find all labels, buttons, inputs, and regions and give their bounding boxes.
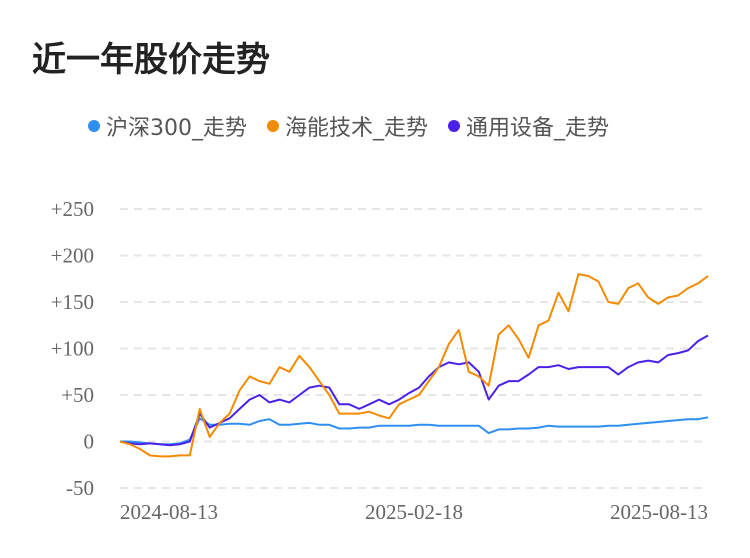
y-tick-label: +200: [51, 244, 94, 268]
y-tick-label: +150: [51, 290, 94, 314]
legend-label-1: 海能技术_走势: [285, 116, 429, 141]
legend-marker-1: [267, 120, 279, 132]
y-tick-label: +100: [51, 337, 94, 361]
x-tick-label: 2025-08-13: [610, 500, 708, 524]
series-line-2: [119, 334, 709, 447]
legend-marker-0: [88, 120, 100, 132]
y-tick-label: +50: [61, 383, 94, 407]
y-tick-label: -50: [66, 476, 94, 500]
legend-marker-2: [448, 120, 461, 132]
legend-item-0[interactable]: 沪深300_走势: [88, 110, 247, 142]
y-tick-label: 0: [84, 430, 95, 454]
legend-item-2[interactable]: 通用设备_走势: [448, 110, 609, 142]
x-tick-label: 2024-08-13: [120, 500, 218, 524]
legend-label-2: 通用设备_走势: [466, 116, 610, 141]
chart-title: 近一年股价走势: [32, 40, 270, 80]
legend: 沪深300_走势 海能技术_走势 通用设备_走势: [88, 110, 609, 142]
legend-label-0: 沪深300_走势: [106, 116, 247, 141]
series-line-1: [119, 273, 709, 458]
x-tick-label: 2025-02-18: [365, 500, 463, 524]
y-tick-label: +250: [51, 197, 94, 221]
legend-item-1[interactable]: 海能技术_走势: [267, 110, 428, 142]
